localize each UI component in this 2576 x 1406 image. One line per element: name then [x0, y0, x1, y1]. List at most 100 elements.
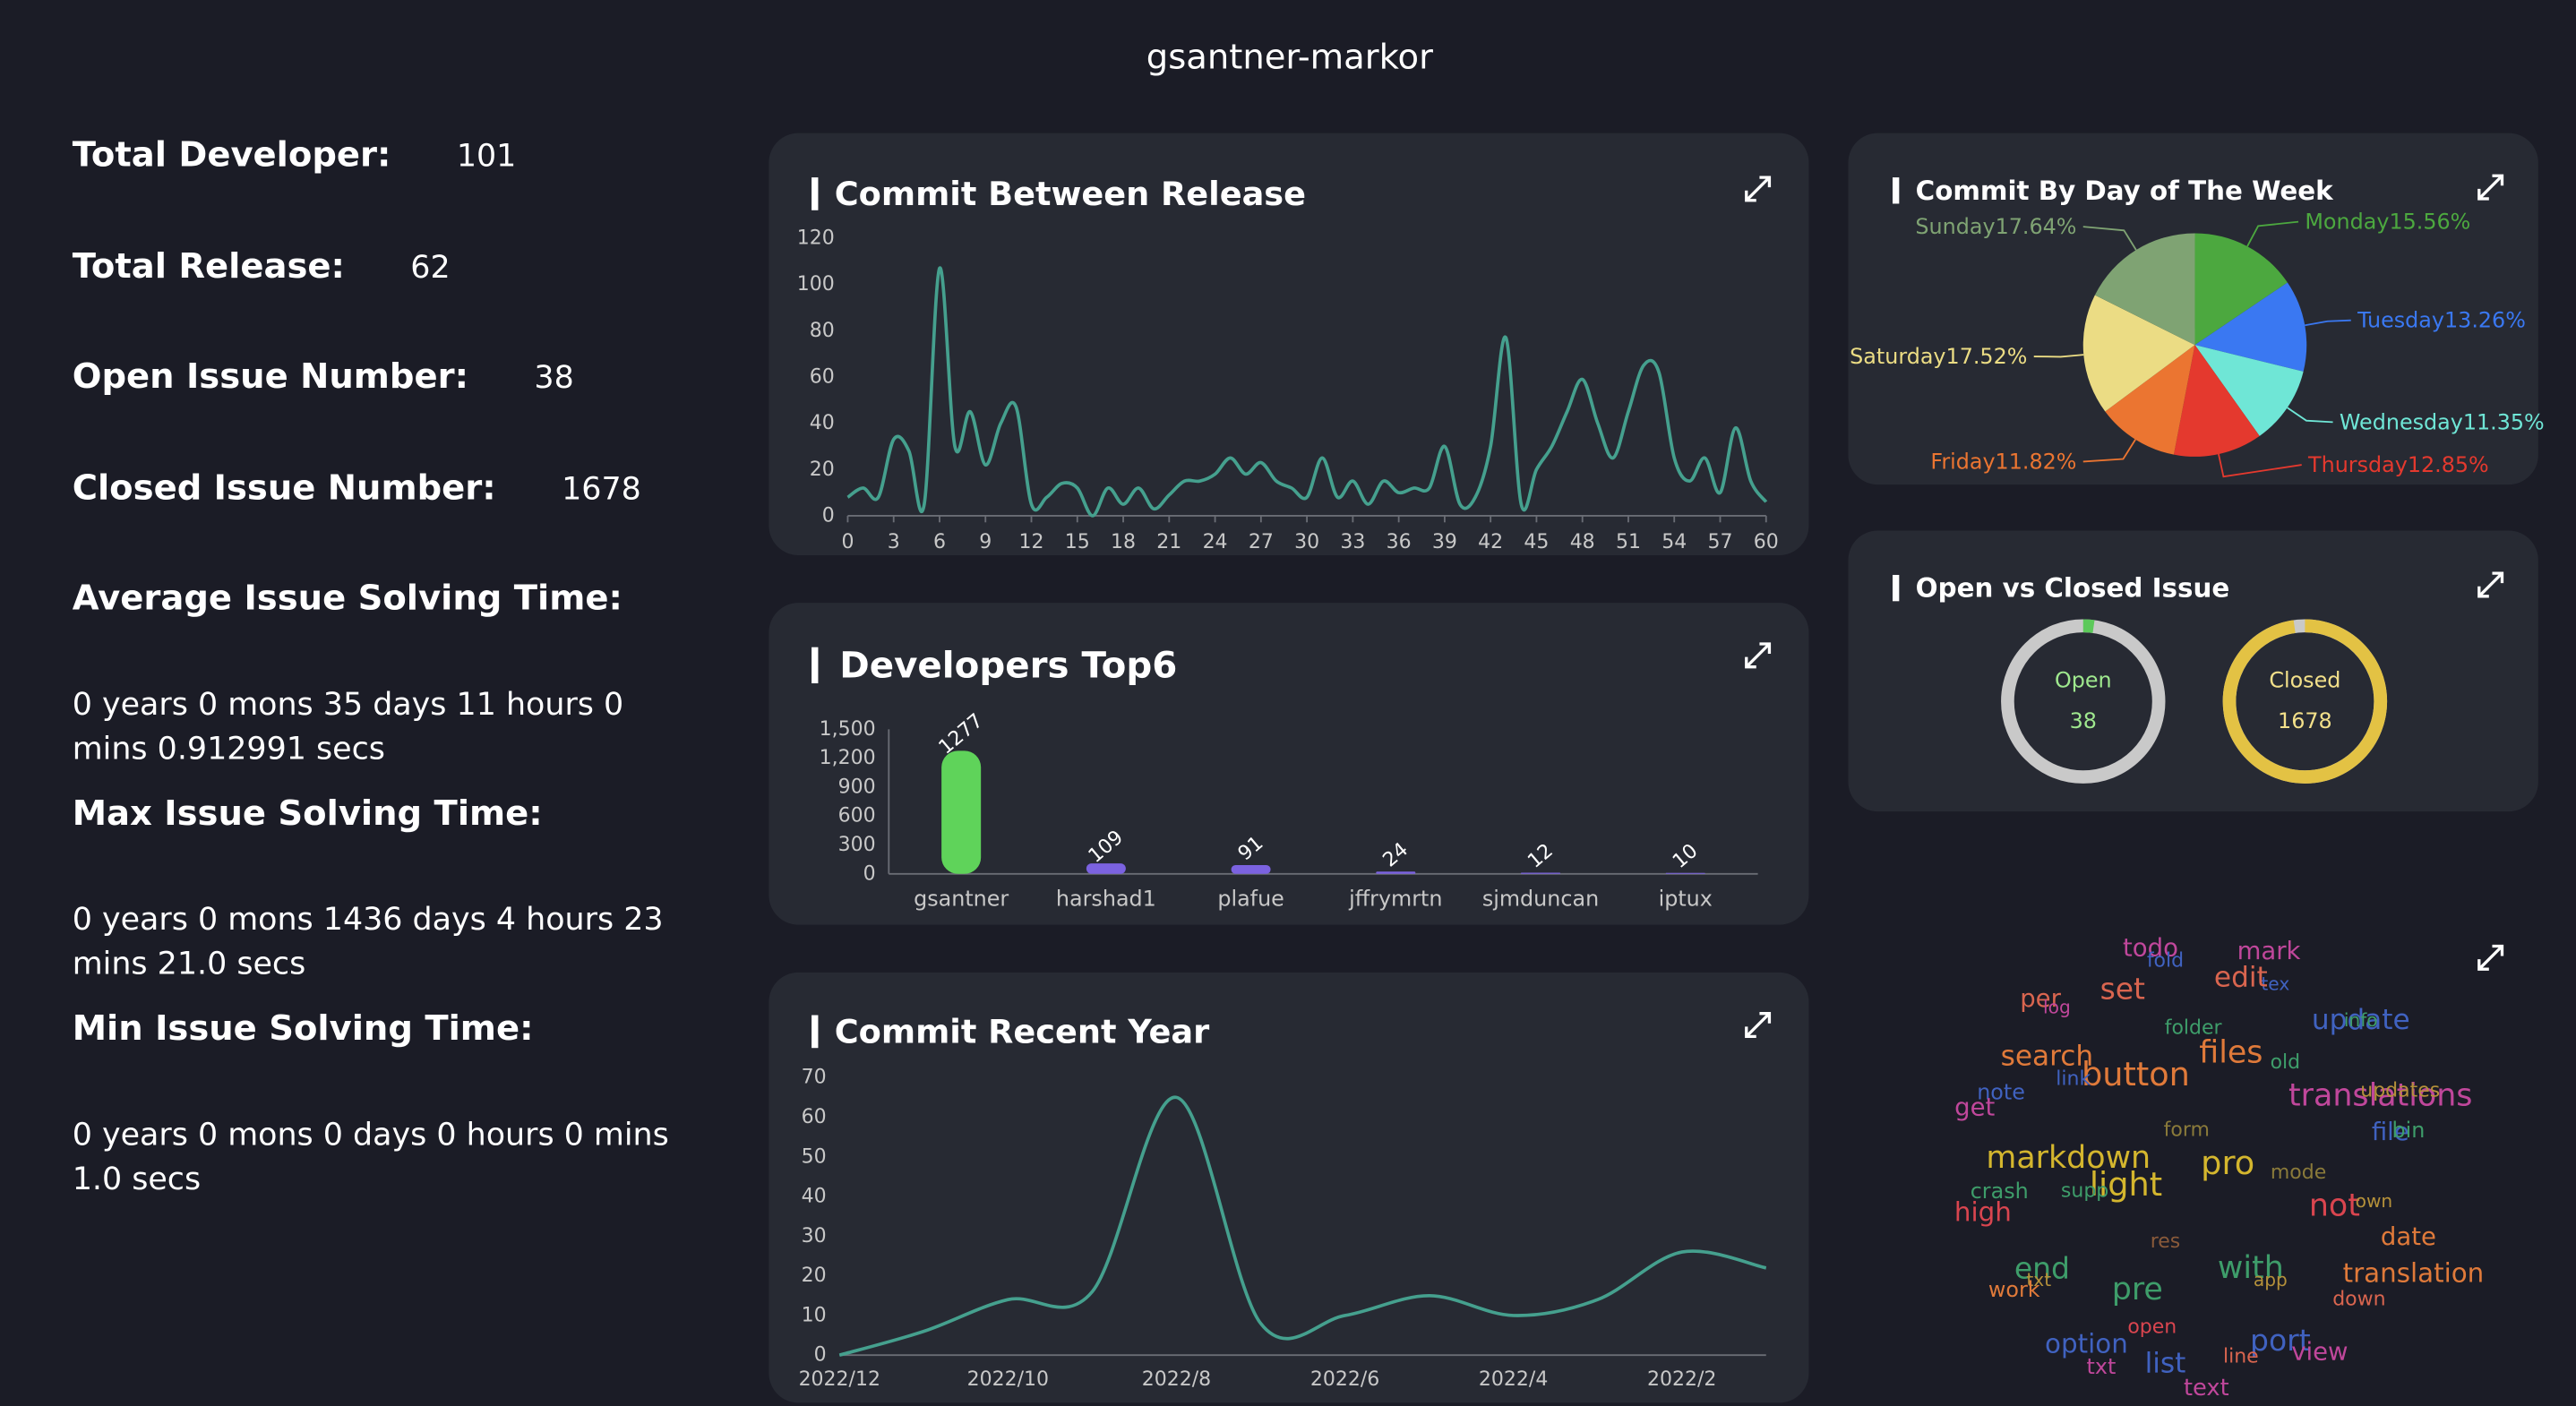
- word: line: [2223, 1346, 2259, 1368]
- panel: [769, 972, 1809, 1403]
- word: translations: [2288, 1077, 2472, 1113]
- time-label: Average Issue Solving Time:: [72, 578, 623, 618]
- stat-row: Total Release: 62: [73, 246, 451, 286]
- leader-line: [2082, 226, 2137, 251]
- pie-label: Wednesday11.35%: [2340, 409, 2545, 434]
- pie-label: Saturday17.52%: [1850, 344, 2027, 369]
- y-tick-label: 100: [797, 273, 835, 296]
- leader-line: [2082, 439, 2136, 463]
- donut-name: Closed: [2269, 667, 2340, 692]
- word: translation: [2343, 1258, 2485, 1289]
- y-tick-label: 40: [810, 412, 835, 434]
- word: mark: [2237, 937, 2301, 965]
- panel-title: Commit Between Release: [835, 175, 1306, 213]
- stat-value: 101: [456, 138, 517, 175]
- stat-label: Open Issue Number:: [72, 356, 469, 397]
- word: todo: [2123, 933, 2178, 962]
- y-tick-label: 0: [822, 504, 835, 527]
- title-bar: [1892, 574, 1900, 602]
- x-tick-label: iptux: [1659, 886, 1713, 911]
- x-tick-label: 0: [841, 531, 854, 553]
- x-tick-label: 27: [1249, 531, 1274, 553]
- donut-name: Open: [2055, 667, 2112, 692]
- word: markdown: [1986, 1140, 2151, 1176]
- x-tick-label: 45: [1524, 531, 1549, 553]
- word: app: [2254, 1269, 2288, 1290]
- x-tick-label: harshad1: [1056, 886, 1156, 911]
- panel: [769, 603, 1809, 925]
- stat-row: Closed Issue Number: 1678: [73, 468, 641, 508]
- word: info: [2344, 1009, 2378, 1031]
- x-tick-label: 2022/2: [1647, 1368, 1716, 1391]
- word: work: [1988, 1277, 2040, 1302]
- time-label: Max Issue Solving Time:: [72, 793, 543, 833]
- pie-label: Sunday17.64%: [1915, 214, 2076, 239]
- word: button: [2082, 1055, 2190, 1093]
- bar: [1231, 865, 1271, 874]
- word: pro: [2201, 1144, 2254, 1182]
- word: file: [2372, 1118, 2409, 1146]
- y-tick-label: 120: [797, 227, 835, 249]
- word: bin: [2392, 1118, 2426, 1143]
- x-tick-label: 60: [1754, 531, 1779, 553]
- word: folder: [2165, 1017, 2223, 1040]
- leader-line: [2246, 220, 2299, 247]
- word: down: [2332, 1288, 2385, 1310]
- panel-title: Open vs Closed Issue: [1916, 573, 2230, 604]
- x-tick-label: 54: [1662, 531, 1687, 553]
- word: light: [2090, 1165, 2162, 1204]
- x-tick-label: 12: [1019, 531, 1044, 553]
- pie-label: Tuesday13.26%: [2357, 308, 2526, 333]
- word: old: [2271, 1051, 2301, 1074]
- x-tick-label: 51: [1616, 531, 1641, 553]
- expand-icon: [2477, 571, 2504, 598]
- page-title: gsantner-markor: [1146, 38, 1433, 78]
- word: set: [2100, 972, 2145, 1007]
- expand-icon: [1745, 1012, 1772, 1039]
- donut-value: 1678: [2278, 708, 2332, 733]
- y-tick-label: 30: [802, 1225, 827, 1247]
- word: pre: [2112, 1272, 2163, 1307]
- x-tick-label: 9: [979, 531, 992, 553]
- x-tick-label: 15: [1065, 531, 1090, 553]
- pie-slice: [2194, 233, 2288, 346]
- x-tick-label: 2022/10: [967, 1368, 1049, 1391]
- word: link: [2056, 1068, 2091, 1091]
- y-tick-label: 1,500: [820, 718, 876, 741]
- x-tick-label: 2022/6: [1310, 1368, 1379, 1391]
- word: note: [1977, 1080, 2025, 1105]
- word: option: [2045, 1328, 2128, 1359]
- x-tick-label: 3: [888, 531, 900, 553]
- title-bar: [811, 177, 819, 210]
- word: txt: [2087, 1354, 2117, 1379]
- title-bar: [811, 1015, 819, 1049]
- word: supp: [2061, 1179, 2108, 1202]
- pie-label: Friday11.82%: [1930, 449, 2076, 474]
- pie-slice: [2194, 282, 2307, 372]
- word: port: [2250, 1323, 2311, 1358]
- stat-value: 38: [534, 359, 574, 397]
- x-tick-label: 39: [1432, 531, 1457, 553]
- y-tick-label: 60: [810, 365, 835, 388]
- y-tick-label: 70: [802, 1067, 827, 1089]
- pie-slice: [2173, 345, 2260, 457]
- x-tick-label: plafue: [1217, 886, 1284, 911]
- expand-icon: [1745, 642, 1772, 669]
- bar: [1086, 863, 1126, 874]
- bar: [1376, 871, 1416, 874]
- y-tick-label: 40: [802, 1186, 827, 1208]
- stat-value: 62: [410, 249, 451, 287]
- stat-value: 1678: [562, 471, 641, 508]
- x-tick-label: 21: [1156, 531, 1181, 553]
- y-tick-label: 80: [810, 320, 835, 342]
- word: tex: [2261, 973, 2289, 995]
- word: updates: [2360, 1079, 2440, 1102]
- word: fold: [2147, 950, 2184, 973]
- stat-row: Total Developer: 101: [73, 134, 517, 174]
- stat-label: Total Developer:: [72, 134, 391, 175]
- word: txt: [2026, 1269, 2051, 1290]
- leader-line: [2287, 407, 2333, 424]
